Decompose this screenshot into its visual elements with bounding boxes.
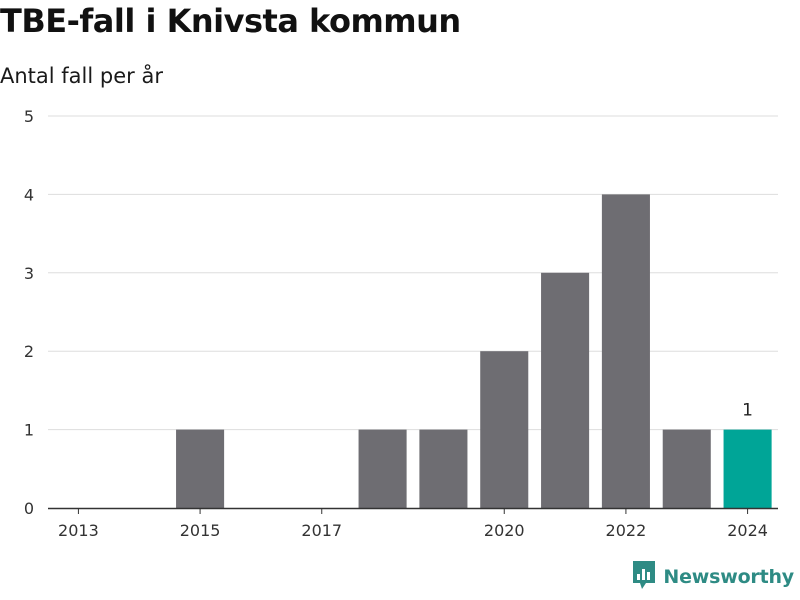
- axes: 0 1 2 3 4 5 2013 2015 2017 2020 2022 2024: [24, 107, 778, 540]
- gridlines: [48, 115, 778, 431]
- x-tick-label: 2017: [301, 521, 342, 540]
- bar-2021: [541, 272, 590, 508]
- x-tick-label: 2020: [484, 521, 525, 540]
- chart-subtitle: Antal fall per år: [0, 64, 163, 88]
- y-tick-label: 2: [24, 342, 34, 361]
- x-tick-label: 2024: [727, 521, 768, 540]
- newsworthy-logo-icon: [631, 560, 657, 594]
- y-tick-label: 4: [24, 185, 34, 204]
- bar-chart: 0 1 2 3 4 5 2013 2015 2017 2020 2022 2024 1: [24, 107, 778, 540]
- newsworthy-branding: Newsworthy: [631, 560, 794, 594]
- x-tick-label: 2015: [180, 521, 221, 540]
- bar-2019: [419, 429, 468, 508]
- x-tick-label: 2013: [58, 521, 99, 540]
- bar-2022: [601, 194, 650, 508]
- data-label-2024: 1: [742, 401, 753, 421]
- bar-2023: [662, 429, 711, 508]
- bar-2020: [480, 351, 529, 508]
- y-tick-label: 5: [24, 107, 34, 126]
- bars: [176, 194, 772, 508]
- bar-2024: [723, 429, 772, 508]
- labels: 1: [742, 401, 753, 421]
- y-tick-label: 3: [24, 264, 34, 283]
- y-tick-label: 0: [24, 499, 34, 518]
- chart-title: TBE-fall i Knivsta kommun: [0, 2, 461, 40]
- brand-name: Newsworthy: [663, 566, 794, 588]
- y-tick-label: 1: [24, 421, 34, 440]
- bar-2015: [176, 429, 225, 508]
- x-tick-label: 2022: [606, 521, 647, 540]
- bar-2018: [358, 429, 407, 508]
